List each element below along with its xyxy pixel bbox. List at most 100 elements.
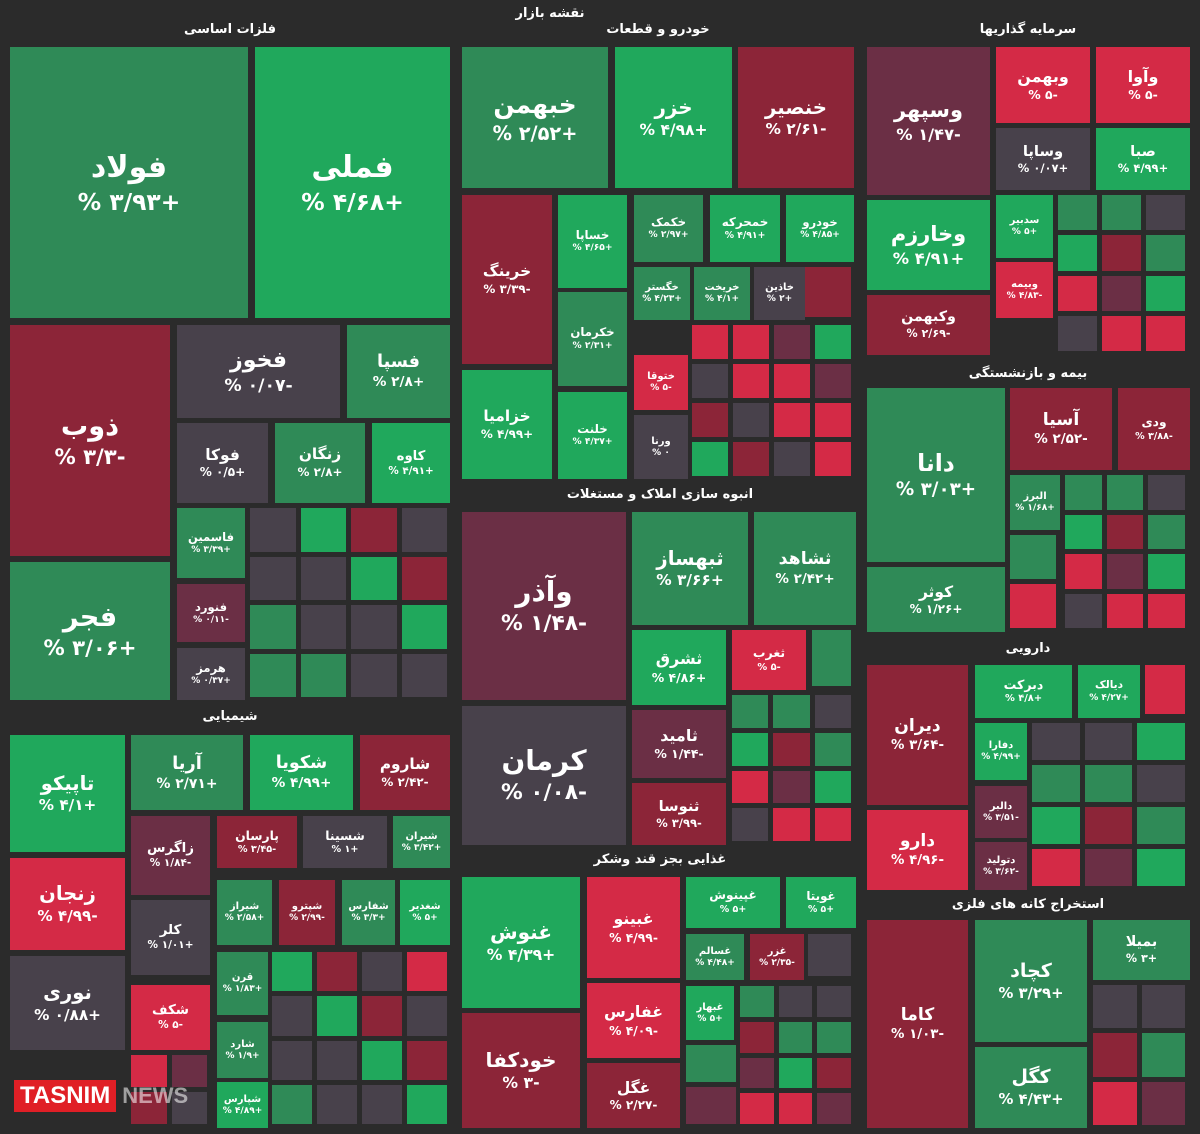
tile: شکویا +۴/۹۹ % <box>250 735 353 810</box>
tile: غبینو -۴/۹۹ % <box>587 877 680 978</box>
tile: شغدیر +۵ % <box>400 880 450 945</box>
tile-name: شپارس <box>223 1093 262 1105</box>
tile-change: -۲/۵۲ % <box>1034 431 1088 448</box>
small-tile <box>733 403 769 437</box>
tile-name: وآذر <box>515 574 573 608</box>
small-tile <box>1106 554 1144 589</box>
tile: دیالک +۴/۲۷ % <box>1078 665 1140 718</box>
tile-change: -۱/۴۴ % <box>654 746 704 762</box>
tile-change: +۵ % <box>697 1013 723 1024</box>
tile: فاسمین +۳/۳۹ % <box>177 508 245 578</box>
tile-name: ثشاهد <box>778 549 832 570</box>
tile-name: ثشرق <box>655 649 703 669</box>
tile-name: فخوز <box>229 346 288 373</box>
tile: خبهمن +۲/۵۲ % <box>462 47 608 188</box>
tile-change: +۲/۴۲ % <box>775 570 835 587</box>
tile-change: -۱/۰۳ % <box>891 1027 945 1043</box>
tile-change: +۴/۹۹ % <box>981 752 1021 763</box>
tile-name: زنگان <box>298 445 342 464</box>
tile: کگل +۴/۴۳ % <box>975 1047 1087 1128</box>
small-tile <box>732 732 769 766</box>
small-tile <box>814 732 851 766</box>
sector-title: دارویی <box>1005 641 1051 656</box>
tile: بمیلا +۳ % <box>1093 920 1190 980</box>
tile-name: ذوب <box>60 411 120 443</box>
tile-change: +۴/۳۷ % <box>572 437 613 448</box>
tile-change: -۵ % <box>757 661 781 673</box>
tile-name: خاذین <box>765 282 794 294</box>
tile-change: +۲/۷۱ % <box>156 776 218 793</box>
small-tile <box>814 808 851 841</box>
small-tile <box>1032 807 1080 844</box>
tile-name: ثبهساز <box>656 546 724 570</box>
tile-change: -۰/۰۸ % <box>500 780 588 806</box>
tile-change: -۲/۹۹ % <box>289 913 325 924</box>
small-tile <box>1102 315 1141 351</box>
small-tile <box>300 556 346 600</box>
small-tile <box>778 1093 813 1124</box>
sector-title: خودرو و قطعات <box>606 22 710 37</box>
tile-name: آسیا <box>1042 409 1080 430</box>
tile-name: کاوه <box>396 448 426 464</box>
small-tile <box>692 442 728 476</box>
small-tile <box>1032 723 1080 760</box>
tile-name: کگل <box>1011 1066 1051 1089</box>
tile-change: +۰/۸۸ % <box>34 1005 101 1024</box>
small-tile <box>774 325 810 359</box>
tile-name: غنوش <box>489 920 553 945</box>
tile-change: +۲/۹۷ % <box>648 230 689 241</box>
tile: خکرمان +۲/۳۱ % <box>558 292 627 386</box>
tile: ثامید -۱/۴۴ % <box>632 710 726 778</box>
sector-title: بیمه و بازنشستگی <box>968 366 1088 381</box>
tile: غپینوش +۵ % <box>686 877 780 928</box>
tile-change: +۴/۲۳ % <box>642 294 682 305</box>
tile-change: +۴/۱ % <box>705 294 739 305</box>
tile-change: +۴/۹۹ % <box>1117 161 1169 176</box>
small-tile <box>1148 514 1185 549</box>
tile-change: +۳/۳۹ % <box>191 544 231 555</box>
tile-name: هرمز <box>196 660 226 675</box>
tile: ثشرق +۴/۸۶ % <box>632 630 726 705</box>
tile-name: شیراز <box>229 901 260 913</box>
small-tile <box>401 653 447 697</box>
tile: ثشاهد +۲/۴۲ % <box>754 512 856 625</box>
tile-change: +۳/۶۶ % <box>656 571 724 590</box>
tile-name: شکف <box>152 1002 189 1018</box>
tile-name: دتولید <box>986 854 1016 866</box>
tile: غسالم +۴/۴۸ % <box>686 934 744 980</box>
small-tile <box>272 996 312 1036</box>
tile-name: پارسان <box>235 828 279 843</box>
small-tile <box>814 695 851 728</box>
tile: دالبر -۳/۵۱ % <box>975 786 1027 838</box>
small-tile <box>773 695 810 728</box>
tile-name: غویتا <box>806 888 836 903</box>
small-tile <box>362 1040 402 1080</box>
tile-change: -۳/۳۹ % <box>483 281 531 296</box>
tile-name: فسپا <box>377 352 420 373</box>
small-tile <box>815 325 851 359</box>
tile-name: وساپا <box>1022 142 1064 160</box>
tile-change: +۰/۵ % <box>199 465 246 480</box>
small-tile <box>1106 514 1144 549</box>
tile-name: خنصیر <box>765 95 827 119</box>
small-tile <box>1010 584 1056 628</box>
tile-change: -۳/۵۱ % <box>983 812 1019 823</box>
tile: کلر +۱/۰۱ % <box>131 900 210 975</box>
tile-change: -۰/۱۱ % <box>193 614 229 625</box>
tile-name: غبهار <box>696 1001 724 1013</box>
tile-name: ثنوسا <box>658 797 700 815</box>
tile: فملی +۴/۶۸ % <box>255 47 450 318</box>
small-tile <box>300 653 346 697</box>
small-tile <box>778 1021 813 1053</box>
tile-name: شکویا <box>275 753 328 774</box>
small-tile <box>1141 985 1185 1029</box>
small-tile <box>732 770 769 804</box>
small-tile <box>351 508 397 552</box>
tile: فولاد +۳/۹۳ % <box>10 47 248 318</box>
tile: خریخت +۴/۱ % <box>694 267 750 320</box>
tile: ودی -۳/۸۸ % <box>1118 388 1190 470</box>
tile-name: وکبهمن <box>901 309 956 326</box>
small-tile <box>1032 849 1080 886</box>
map-title: نقشه بازار <box>515 6 585 21</box>
tile-name: غبینو <box>613 909 654 929</box>
